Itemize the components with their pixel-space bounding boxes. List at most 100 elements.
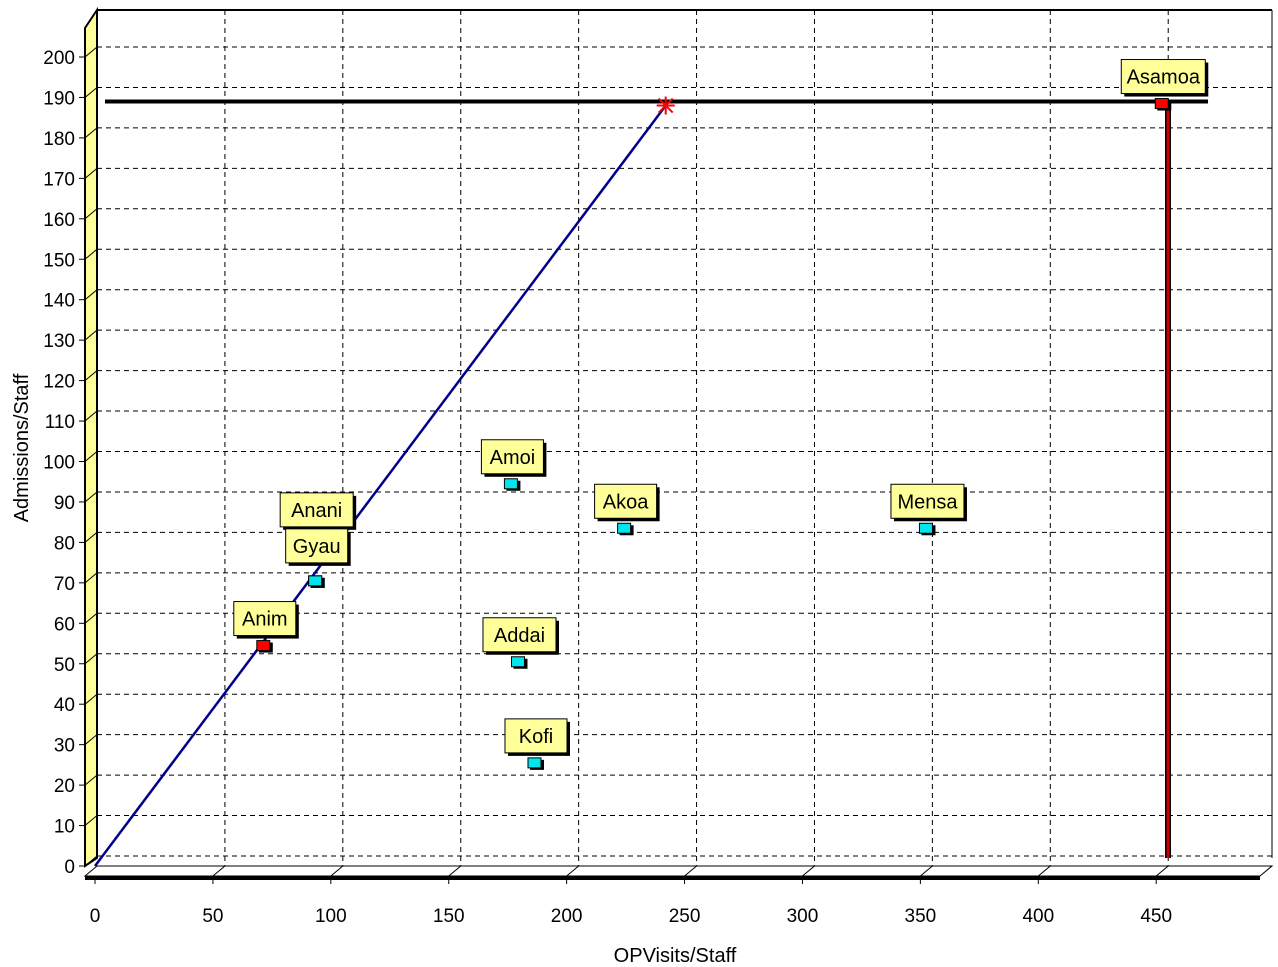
y-tick-label: 40	[54, 695, 75, 716]
point-label-box	[1120, 59, 1206, 95]
floor-grid-x	[448, 865, 462, 877]
y-tick-label: 110	[45, 412, 75, 433]
point-label: Addai	[482, 617, 559, 655]
data-point	[617, 522, 634, 536]
point-label-text: Anim	[242, 609, 288, 631]
point-label-text: Addai	[494, 625, 545, 647]
wall-grid-y	[84, 653, 98, 665]
wall-grid-y	[84, 572, 98, 584]
y-tick-label: 130	[43, 331, 75, 352]
data-point-marker	[617, 522, 632, 534]
data-point-marker	[918, 522, 933, 534]
wall-grid-y	[84, 532, 98, 543]
y-tick-label: 120	[43, 372, 75, 393]
floor	[83, 865, 1274, 877]
y-tick-label: 150	[43, 250, 75, 271]
floor-grid-x	[920, 865, 933, 877]
point-label-text: Akoa	[603, 491, 649, 513]
y-tick-label: 10	[54, 817, 75, 838]
y-tick-label: 20	[54, 776, 75, 797]
wall-grid-y	[84, 815, 98, 826]
wall-grid-y	[84, 451, 98, 462]
data-point-marker	[503, 478, 518, 490]
chart-frame	[83, 6, 1274, 880]
data-point-marker	[256, 640, 271, 652]
frontier-line	[94, 104, 667, 867]
wall-grid-y	[84, 774, 98, 786]
data-point	[510, 656, 528, 669]
y-tick-label: 140	[43, 291, 75, 312]
grid	[84, 10, 1272, 877]
point-label-box	[285, 528, 349, 564]
data-point	[1154, 98, 1172, 111]
wall-grid-y	[84, 693, 98, 705]
data-point	[918, 522, 936, 536]
x-tick-label: 100	[315, 906, 347, 927]
data-point	[308, 575, 325, 588]
point-label-box	[594, 483, 658, 519]
wall-grid-y	[84, 248, 98, 260]
point-label: Mensa	[890, 483, 967, 522]
wall-grid-y	[84, 329, 98, 341]
point-label-text: Anani	[291, 500, 342, 522]
point-label-box	[482, 617, 557, 653]
wall-grid-y	[84, 734, 98, 746]
point-label: Akoa	[594, 483, 660, 522]
point-labels: Asamoa Amoi Akoa Mensa Anani Gyau Anim Addai Kof…	[233, 59, 1209, 756]
target-marker-stroke	[657, 97, 674, 114]
y-tick-label: 160	[43, 210, 75, 231]
data-point-marker	[308, 575, 323, 587]
wall-grid-y	[84, 410, 98, 422]
point-label-text: Asamoa	[1127, 67, 1201, 89]
target-marker	[656, 96, 675, 115]
data-point-marker	[1154, 98, 1169, 110]
wall-grid-y	[84, 46, 98, 58]
x-tick-label: 350	[905, 906, 937, 927]
wall-grid-y	[84, 127, 98, 139]
data-point	[503, 478, 521, 491]
point-label: Anim	[233, 601, 299, 639]
wall-grid-y	[84, 855, 98, 867]
x-tick-label: 450	[1140, 906, 1172, 927]
point-label-text: Amoi	[490, 447, 536, 469]
wall-grid-y	[84, 370, 98, 381]
wall-grid-y	[84, 491, 98, 503]
x-tick-label: 0	[90, 906, 101, 927]
point-label-box	[233, 601, 297, 637]
point-label-text: Mensa	[897, 491, 958, 513]
point-label: Asamoa	[1120, 59, 1209, 97]
x-tick-label: 150	[433, 906, 465, 927]
floor-grid-x	[802, 865, 815, 877]
floor-grid-x	[566, 865, 579, 877]
data-point-marker	[527, 757, 542, 769]
wall-grid-y	[84, 208, 98, 220]
data-point-marker	[510, 656, 525, 668]
wall-grid-y	[84, 87, 98, 98]
point-label-box	[504, 718, 568, 754]
data-point	[527, 757, 544, 770]
x-tick-label: 300	[787, 906, 819, 927]
point-label-box	[890, 483, 965, 519]
y-tick-label: 180	[43, 129, 75, 150]
floor-grid-x	[1037, 865, 1051, 877]
y-tick-label: 170	[43, 169, 75, 190]
floor-grid-x	[684, 865, 697, 877]
y-tick-label: 0	[64, 857, 75, 878]
y-tick-label: 50	[54, 655, 75, 676]
data-series	[94, 96, 1172, 867]
wall-grid-y	[84, 612, 98, 624]
y-tick-label: 30	[54, 736, 75, 757]
wall-grid-y	[84, 289, 98, 301]
x-tick-label: 400	[1022, 906, 1054, 927]
point-label-box	[480, 439, 544, 475]
reference-lines	[105, 99, 1208, 858]
point-label: Gyau	[285, 528, 351, 566]
x-tick-label: 50	[202, 906, 223, 927]
y-tick-label: 60	[54, 614, 75, 635]
wall-grid-y	[84, 167, 98, 179]
floor-grid-x	[1155, 865, 1169, 877]
y-tick-label: 90	[54, 493, 75, 514]
y-tick-label: 200	[43, 48, 75, 69]
point-label-box	[279, 492, 354, 528]
axes: 0 10 20 30 40 50 60 70 80 90 100 110 120 130 140 150 160…	[43, 48, 1172, 927]
